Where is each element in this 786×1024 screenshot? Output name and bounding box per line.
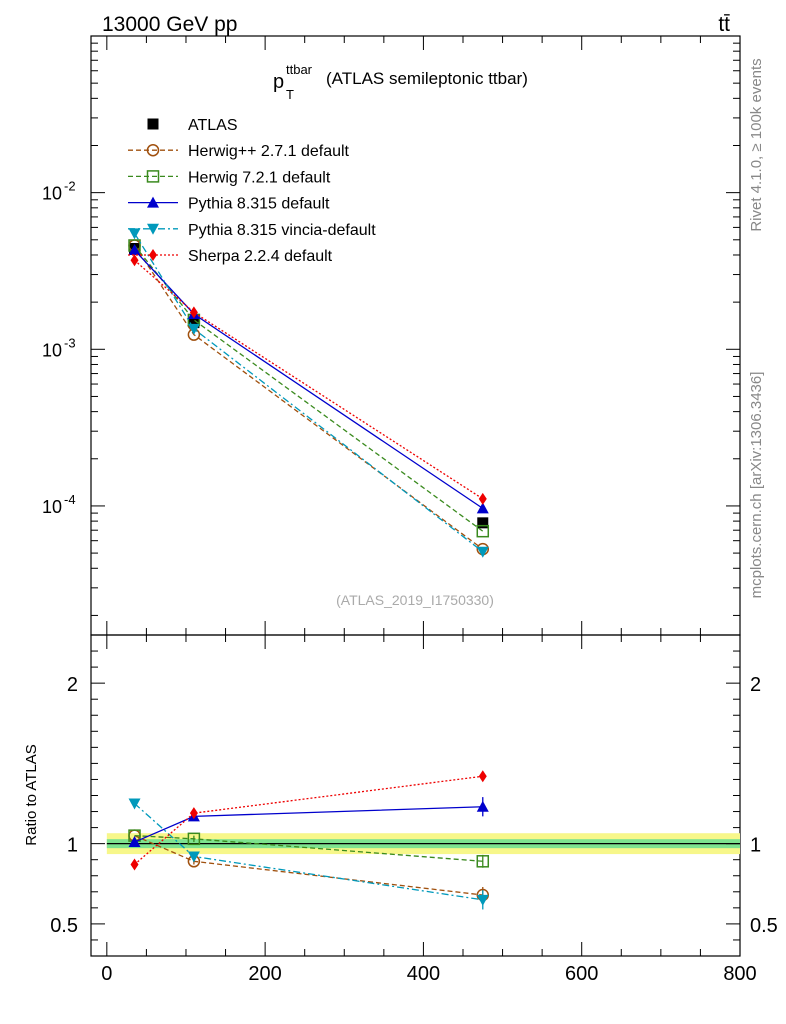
legend-label: Pythia 8.315 default — [188, 196, 330, 213]
series-line — [133, 232, 484, 553]
x-tick-label: 400 — [407, 963, 440, 985]
legend-label: Pythia 8.315 vincia-default — [188, 222, 376, 239]
main-axis-ticks: 10-210-310-4 — [42, 35, 741, 635]
ratio-point — [128, 798, 141, 810]
x-tick-label: 600 — [565, 963, 598, 985]
legend-marker — [147, 196, 159, 208]
series-line — [134, 249, 484, 509]
ratio-series — [128, 770, 490, 910]
rivet-version-label: Rivet 4.1.0, ≥ 100k events — [748, 58, 765, 231]
source-label: mcplots.cern.ch [arXiv:1306.3436] — [748, 372, 765, 599]
data-point — [128, 228, 141, 240]
ratio-y-tick-label-right: 2 — [750, 674, 761, 696]
legend-marker — [146, 170, 160, 183]
ratio-point — [189, 807, 198, 820]
x-tick-label: 0 — [101, 963, 112, 985]
title-main: p — [273, 71, 284, 93]
legend-label: Sherpa 2.2.4 default — [188, 248, 333, 265]
y-tick-exponent: -3 — [64, 335, 76, 350]
ratio-y-tick-label: 2 — [67, 674, 78, 696]
series-line — [134, 259, 484, 500]
legend-marker — [147, 118, 159, 130]
data-point — [476, 524, 490, 538]
legend-marker — [146, 143, 160, 157]
x-tick-label: 200 — [248, 963, 281, 985]
legend-label: ATLAS — [188, 117, 238, 134]
legend-marker — [147, 223, 159, 235]
y-tick-label: 10 — [42, 184, 62, 204]
ratio-bands — [106, 833, 740, 855]
legend-label: Herwig++ 2.7.1 default — [188, 143, 350, 160]
main-series — [128, 228, 490, 558]
data-point — [188, 317, 200, 329]
ratio-ylabel: Ratio to ATLAS — [23, 744, 40, 845]
ratio-axis-ticks: 0 200 400 600 800 0.5 0.5 1 1 2 2 — [50, 635, 778, 985]
ratio-panel-frame — [90, 634, 741, 957]
ratio-y-tick-label: 1 — [67, 835, 78, 857]
ratio-point — [130, 858, 139, 871]
process-label: tt̄ — [718, 13, 730, 36]
ratio-point — [476, 855, 490, 868]
data-point — [477, 517, 489, 529]
legend: ATLAS Herwig++ 2.7.1 default Herwig 7.2.1 … — [128, 117, 376, 265]
y-tick-label: 10 — [42, 340, 62, 360]
y-tick-exponent: -2 — [64, 179, 76, 194]
data-point — [187, 323, 200, 335]
ratio-point — [128, 836, 141, 848]
series-line — [133, 245, 484, 550]
ratio-point — [187, 851, 200, 863]
title-sub: T — [286, 87, 294, 102]
ratio-point — [476, 894, 489, 906]
ratio-y-tick-label-right: 0.5 — [750, 915, 778, 937]
ratio-point — [478, 770, 487, 783]
ratio-point — [476, 800, 489, 812]
title-rest: (ATLAS semileptonic ttbar) — [326, 69, 528, 88]
ratio-point — [187, 832, 201, 846]
x-tick-label: 800 — [723, 963, 756, 985]
analysis-id: (ATLAS_2019_I1750330) — [336, 592, 494, 608]
data-point — [476, 546, 489, 558]
legend-label: Herwig 7.2.1 default — [188, 169, 331, 186]
ratio-y-tick-label-right: 1 — [750, 835, 761, 857]
series-line — [134, 245, 484, 532]
data-point — [130, 254, 139, 267]
plot-title: p T ttbar (ATLAS semileptonic ttbar) — [273, 62, 528, 102]
data-point — [189, 306, 198, 319]
title-sup: ttbar — [286, 62, 313, 77]
ratio-y-tick-label: 0.5 — [50, 915, 78, 937]
ratio-series-line — [134, 775, 483, 866]
y-tick-exponent: -4 — [64, 492, 76, 507]
data-point — [476, 502, 489, 514]
data-point — [478, 492, 487, 505]
data-point — [128, 244, 141, 256]
legend-marker — [149, 249, 157, 261]
energy-label: 13000 GeV pp — [102, 13, 237, 36]
y-tick-label: 10 — [42, 497, 62, 517]
